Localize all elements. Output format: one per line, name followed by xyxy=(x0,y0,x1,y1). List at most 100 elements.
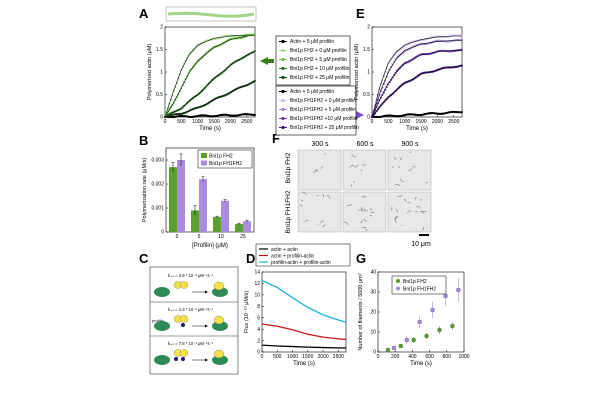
y-tick-label: 0 xyxy=(160,115,163,121)
data-point xyxy=(412,338,416,342)
x-tick-label: 1500 xyxy=(416,119,427,125)
reaction-arrow-head xyxy=(205,291,208,294)
x-axis-label: Time (s) xyxy=(410,361,432,367)
x-tick-label: 500 xyxy=(384,119,393,125)
x-tick-label: 0 xyxy=(377,354,380,360)
series-line xyxy=(262,281,346,323)
data-point xyxy=(456,288,460,292)
legend-swatch-marker xyxy=(281,99,284,102)
legend-entry: Actin + 5 μM profilin xyxy=(290,39,334,45)
series-fit-line xyxy=(165,35,255,117)
legend-swatch-marker xyxy=(396,279,400,283)
legend-entry: Bni1p FH1FH2 + 0 μM profilin xyxy=(290,98,356,104)
green-arrow-icon xyxy=(260,57,268,65)
y-tick-label: 1.5 xyxy=(363,47,370,53)
y-tick-label: 0.001 xyxy=(151,206,164,212)
legend-entry: Bni1p FH1FH2 +10 μM profilin xyxy=(290,116,358,122)
micrograph-tile xyxy=(343,150,386,190)
panel-a-inset-trace xyxy=(168,13,254,16)
series-line xyxy=(262,345,346,348)
panel-label-c: C xyxy=(139,251,149,266)
y-tick-label: 0 xyxy=(161,230,164,236)
legend-entry: Bni1p FH2 xyxy=(403,279,427,285)
legend-swatch-marker xyxy=(281,58,284,61)
y-tick-label: 0 xyxy=(367,115,370,121)
legend-entry: profilin-actin + profilin-actin xyxy=(271,260,331,266)
legend-swatch-marker xyxy=(281,90,284,93)
panel-f-row-fh2: Bni1p FH2 xyxy=(285,152,292,183)
y-tick-label: 20 xyxy=(370,310,376,316)
y-tick-label: 2 xyxy=(257,338,260,344)
data-point xyxy=(461,39,463,41)
formin-fh2-shape xyxy=(154,321,170,331)
y-axis-label: Polymerization rate (μM/s) xyxy=(142,158,148,222)
x-tick-label: 1500 xyxy=(209,119,220,125)
bar xyxy=(243,221,251,232)
x-tick-label: 800 xyxy=(443,354,452,360)
legend-entry: Bni1p FH2 + 25 μM profilin xyxy=(290,75,350,81)
bar xyxy=(169,167,177,232)
actin-monomer-shape xyxy=(180,350,188,357)
data-point xyxy=(405,338,409,342)
y-tick-label: 10 xyxy=(370,330,376,336)
legend-entry: Bni1p FH1FH2 + 25 μM profilin xyxy=(290,125,359,131)
legend-entry: actin + profilin-actin xyxy=(271,253,314,259)
x-axis-label: Time (s) xyxy=(406,126,428,132)
profilin-shape xyxy=(181,323,185,327)
x-tick-label: 2500 xyxy=(333,354,344,360)
x-tick-label: 0 xyxy=(261,354,264,360)
x-tick-label: 1000 xyxy=(287,354,298,360)
y-tick-label: 0 xyxy=(373,350,376,356)
micrograph-tile xyxy=(298,192,341,232)
green-arrow-shaft xyxy=(268,59,274,63)
panel-f-col-900: 900 s xyxy=(401,141,419,148)
data-point xyxy=(418,320,422,324)
x-tick-label: 0 xyxy=(371,119,374,125)
micrograph-tile xyxy=(343,192,386,232)
legend-swatch-marker xyxy=(281,117,284,120)
x-tick-label: 10 xyxy=(218,234,224,240)
y-tick-label: 8 xyxy=(257,304,260,310)
panel-label-g: G xyxy=(356,251,366,266)
legend-swatch-marker xyxy=(281,67,284,70)
y-tick-label: 0.003 xyxy=(151,158,164,164)
data-point xyxy=(438,328,442,332)
x-tick-label: 1000 xyxy=(458,354,469,360)
y-tick-label: 40 xyxy=(370,270,376,276)
plot-frame xyxy=(262,272,346,352)
profilin-shape xyxy=(174,357,178,361)
x-tick-label: 2000 xyxy=(432,119,443,125)
x-tick-label: 200 xyxy=(391,354,400,360)
y-tick-label: 2 xyxy=(367,25,370,31)
y-tick-label: 14 xyxy=(254,270,260,276)
panel-f-scalebar-label: 10 μm xyxy=(411,241,431,248)
x-tick-label: 2500 xyxy=(241,119,252,125)
x-tick-label: 2500 xyxy=(448,119,459,125)
actin-dimer-shape xyxy=(214,316,224,324)
y-axis-label: Flux (10⁻¹⁰ μM/s) xyxy=(243,291,250,333)
panel-label-e: E xyxy=(356,6,365,21)
x-tick-label: 1500 xyxy=(302,354,313,360)
y-tick-label: 30 xyxy=(370,290,376,296)
micrograph-tile xyxy=(388,192,431,232)
panel-f-col-600: 600 s xyxy=(356,141,374,148)
profilin-shape xyxy=(181,357,185,361)
data-point xyxy=(444,294,448,298)
panel-label-a: A xyxy=(139,6,149,21)
bar xyxy=(221,201,229,232)
micrograph-tile xyxy=(298,150,341,190)
x-tick-label: 1000 xyxy=(192,119,203,125)
bar xyxy=(213,217,221,232)
x-tick-label: 2000 xyxy=(318,354,329,360)
x-axis-label: [Profilin] (μM) xyxy=(192,243,228,249)
actin-dimer-shape xyxy=(214,350,224,358)
data-point xyxy=(399,344,403,348)
panel-f-row-fh1fh2: Bni1p FH1FH2 xyxy=(285,190,292,233)
